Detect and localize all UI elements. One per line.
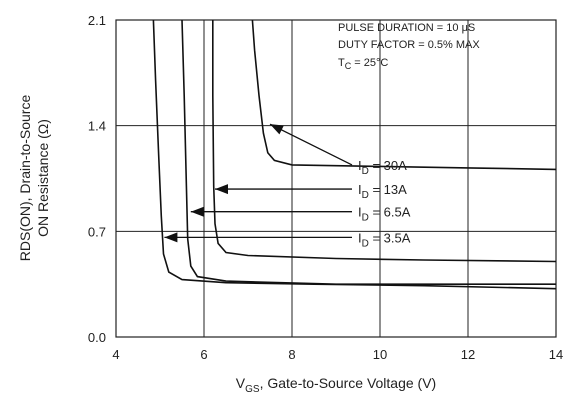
series-curve-3 <box>152 19 557 290</box>
series-label-subscript: D <box>362 238 369 249</box>
x-tick-label: 10 <box>373 347 387 362</box>
series-label-value: = 30A <box>369 158 407 173</box>
x-tick-label: 4 <box>112 347 119 362</box>
series-label-value: = 3.5A <box>369 230 411 245</box>
x-tick-label: 6 <box>200 347 207 362</box>
series-leader-line <box>269 123 353 166</box>
plot-frame <box>115 19 557 338</box>
test-conditions-note: PULSE DURATION = 10 μS DUTY FACTOR = 0.5… <box>338 22 480 71</box>
series-label-symbol: I <box>358 205 362 220</box>
note-case-temperature: TC = 25°C <box>338 57 388 71</box>
series-label-symbol: I <box>358 230 362 245</box>
x-tick-label: 8 <box>288 347 295 362</box>
x-axis-label-symbol: V <box>236 375 246 391</box>
x-axis-label-text: , Gate-to-Source Voltage (V) <box>260 375 437 391</box>
y-tick-label: 0.0 <box>88 330 106 345</box>
note-temp-subscript: C <box>345 61 352 71</box>
series-curve-0 <box>251 19 557 171</box>
note-duty-factor: DUTY FACTOR = 0.5% MAX <box>338 39 480 51</box>
y-axis-label-line2: ON Resistance (Ω) <box>35 119 51 237</box>
series-label: ID = 30A <box>358 158 407 177</box>
series-label: ID = 6.5A <box>358 205 411 224</box>
series-label: ID = 13A <box>358 182 407 201</box>
tick-labels: 4 6 8 10 12 14 0.0 0.7 1.4 2.1 <box>88 13 563 362</box>
series-label: ID = 3.5A <box>358 230 411 249</box>
series-label-value: = 6.5A <box>369 205 411 220</box>
series-label-symbol: I <box>358 158 362 173</box>
x-tick-label: 14 <box>549 347 563 362</box>
y-tick-label: 2.1 <box>88 13 106 28</box>
series-arrowhead <box>190 206 204 217</box>
x-axis-label-subscript: GS <box>245 384 260 395</box>
series-label-subscript: D <box>362 166 369 177</box>
grid-lines <box>116 20 556 337</box>
x-axis-label: VGS, Gate-to-Source Voltage (V) <box>236 375 436 395</box>
note-temp-value: = 25°C <box>351 57 388 69</box>
series-curve-2 <box>181 19 556 285</box>
y-axis-label: RDS(ON), Drain-to-Source ON Resistance (… <box>17 95 51 262</box>
y-axis-label-line1: RDS(ON), Drain-to-Source <box>17 95 33 262</box>
series-arrowhead <box>164 232 178 243</box>
series-label-value: = 13A <box>369 182 407 197</box>
series-label-subscript: D <box>362 190 369 201</box>
note-temp-symbol: T <box>338 57 345 69</box>
note-pulse-duration: PULSE DURATION = 10 μS <box>338 22 475 34</box>
series-arrowhead <box>215 184 228 195</box>
series-label-symbol: I <box>358 182 362 197</box>
series-label-subscript: D <box>362 213 369 224</box>
x-tick-label: 12 <box>461 347 475 362</box>
y-tick-label: 1.4 <box>88 119 106 134</box>
series-curve-1 <box>212 20 557 263</box>
series-arrowhead <box>270 124 284 135</box>
series-curves <box>152 19 557 290</box>
y-tick-label: 0.7 <box>88 224 106 239</box>
